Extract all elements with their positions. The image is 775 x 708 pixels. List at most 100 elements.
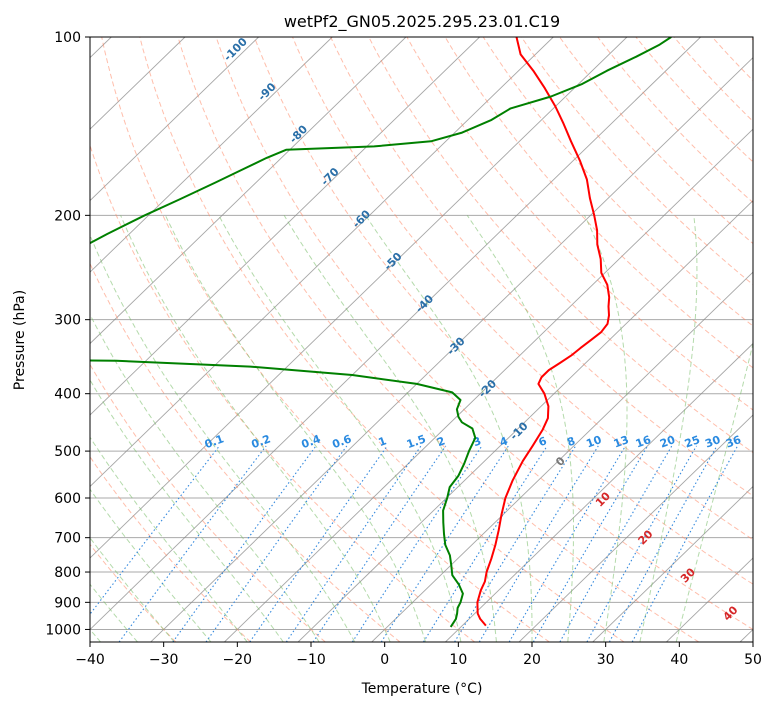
x-tick-label: −30	[149, 652, 179, 668]
y-tick-label: 400	[54, 387, 81, 403]
mixing-ratio-line	[478, 445, 599, 642]
y-tick-label: 800	[54, 565, 81, 581]
isotherm--90	[90, 37, 333, 273]
dry-adiabat--10	[90, 363, 326, 642]
dry-adiabat-20	[101, 37, 550, 642]
x-tick-label: 20	[523, 652, 541, 668]
y-tick-label: 1000	[45, 622, 81, 638]
mixing-ratio-line	[423, 445, 548, 642]
y-tick-label: 200	[54, 208, 81, 224]
mixing-ratio-label: 4	[498, 434, 510, 449]
mixing-ratio-line	[454, 445, 577, 642]
dry-adiabat-40	[177, 37, 700, 642]
x-tick-label: 30	[597, 652, 615, 668]
dry-adiabat-10	[90, 143, 475, 642]
series-temperature	[476, 37, 611, 627]
isotherm-0	[371, 271, 753, 642]
dry-adiabat-130	[520, 37, 753, 286]
x-axis: −40 −30 −20 −10 0 10 20 30 40 50	[75, 642, 762, 668]
dry-adiabat-0	[90, 262, 401, 642]
plot-frame	[89, 36, 754, 643]
mixing-ratio-line	[285, 445, 422, 642]
isotherm--30	[150, 57, 753, 642]
y-tick-label: 500	[54, 444, 81, 460]
x-tick-label: −10	[296, 652, 326, 668]
y-axis: 1000 900 800 700 600 500 400 300 200 100	[45, 30, 90, 638]
y-tick-label: 900	[54, 595, 81, 611]
isotherm--40	[90, 37, 701, 631]
mixing-ratio-label: 0.6	[330, 432, 353, 451]
moist-adiabat-30	[584, 215, 628, 642]
x-axis-label: Temperature (°C)	[361, 681, 483, 697]
mixing-ratio-label: 16	[634, 433, 653, 451]
dry-adiabat-60	[253, 37, 753, 585]
mixing-ratio-label: 13	[612, 433, 631, 450]
mixing-ratio-label: 0.1	[203, 432, 226, 451]
isotherm--70	[90, 37, 480, 416]
mixing-ratio-line	[508, 445, 627, 642]
mixing-ratio-label: 25	[683, 433, 702, 450]
mixing-ratio-line	[118, 445, 267, 642]
moist-adiabat-35	[639, 215, 698, 642]
x-tick-label: 10	[449, 652, 467, 668]
mixing-ratio-label: 0.4	[300, 432, 323, 451]
x-tick-label: 40	[670, 652, 688, 668]
profile-series	[90, 37, 672, 628]
mixing-ratio-line	[586, 445, 697, 642]
dry-adiabat--20	[90, 456, 251, 642]
moist-adiabat-10	[218, 215, 462, 642]
isotherm--80	[90, 37, 407, 345]
moist-adiabat-25	[466, 215, 574, 642]
mixing-ratio-label: 30	[703, 433, 722, 451]
dry-adiabat-100	[406, 37, 753, 411]
mixing-ratio-line	[380, 445, 509, 642]
isotherm--20	[224, 128, 753, 642]
mixing-ratio-label: 6	[537, 434, 549, 449]
dry-adiabat-50	[215, 37, 753, 630]
mixing-ratio-label: 0.2	[250, 432, 273, 451]
isotherm-20	[518, 414, 753, 642]
mixing-ratio-label: 20	[658, 433, 677, 451]
isotherm-10	[445, 342, 753, 642]
mixing-ratio-label: 8	[565, 434, 577, 449]
series-dewpoint-upper	[90, 37, 672, 245]
moist-adiabat-0	[120, 215, 391, 642]
x-tick-label: −40	[75, 652, 105, 668]
moist-adiabat--5	[90, 233, 356, 642]
moist-adiabat--30	[90, 536, 175, 642]
moist-adiabat--35	[90, 583, 138, 642]
moist-adiabat--15	[90, 379, 284, 642]
isotherm--50	[90, 37, 628, 559]
isotherm--60	[90, 37, 554, 488]
mixing-ratio-line	[249, 445, 388, 642]
x-tick-label: −20	[223, 652, 253, 668]
mixing-ratio-line	[351, 445, 483, 642]
dry-adiabat-120	[482, 37, 753, 327]
moist-adiabat--25	[90, 488, 212, 642]
mixing-ratio-label: 1.5	[405, 432, 428, 451]
y-tick-label: 100	[54, 30, 81, 46]
dry-adiabat--30	[90, 543, 177, 642]
dry-adiabat-90	[368, 37, 753, 454]
moist-adiabat--10	[90, 313, 320, 642]
x-tick-label: 50	[744, 652, 762, 668]
mixing-ratio-line	[205, 445, 348, 642]
mixing-ratio-label: 10	[584, 433, 603, 451]
mixing-ratio-line	[608, 445, 718, 642]
mixing-ratio-line	[90, 445, 220, 616]
y-tick-label: 300	[54, 313, 81, 329]
mixing-ratio-line	[312, 445, 447, 642]
moist-adiabat-5	[164, 215, 426, 642]
dry-adiabat-80	[330, 37, 753, 497]
x-tick-label: 0	[380, 652, 389, 668]
y-tick-label: 600	[54, 491, 81, 507]
mixing-ratio-label: 36	[724, 433, 743, 451]
dry-adiabat-30	[139, 37, 625, 642]
background-lines	[90, 37, 753, 642]
isotherm--100	[90, 37, 259, 202]
chart-title: wetPf2_GN05.2025.295.23.01.C19	[284, 12, 560, 32]
series-dewpoint	[90, 359, 477, 628]
mixing-ratio-label: 3	[471, 434, 483, 449]
